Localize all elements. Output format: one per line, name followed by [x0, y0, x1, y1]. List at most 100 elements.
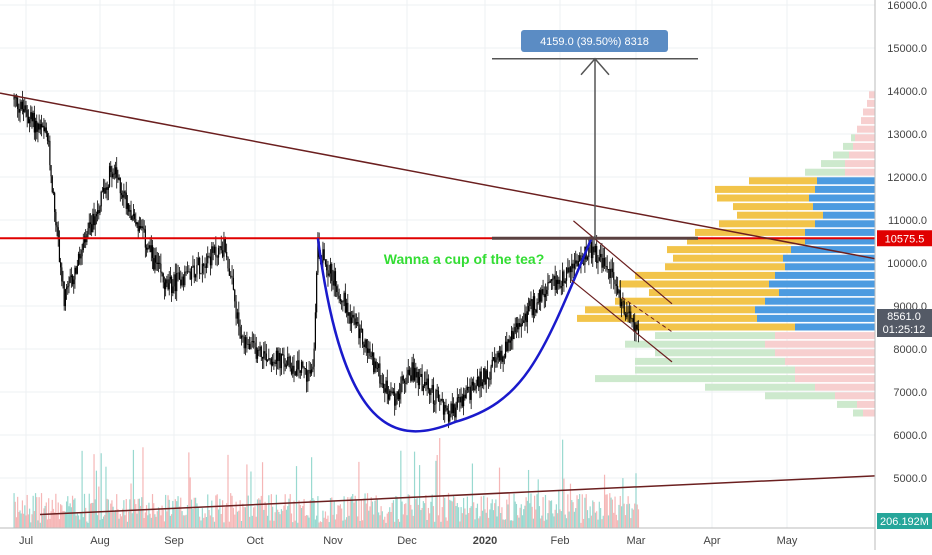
volume-bar	[590, 515, 593, 528]
candle-body	[520, 324, 522, 327]
volume-bar	[480, 496, 482, 528]
candle-body	[407, 369, 409, 375]
candle-body	[554, 276, 556, 290]
volume-bar	[460, 507, 462, 528]
candle-body	[98, 210, 100, 214]
candle-body	[343, 292, 345, 302]
candle-body	[360, 328, 362, 330]
volume-bar	[434, 521, 436, 528]
candle-body	[264, 351, 266, 354]
volume-bar	[496, 516, 498, 528]
candle-body	[619, 290, 621, 307]
cup-annotation-text: Wanna a cup of the tea?	[384, 251, 545, 267]
candle-body	[488, 378, 490, 380]
volume-bar	[371, 501, 374, 528]
candle-body	[151, 245, 154, 259]
countdown-value: 01:25:12	[883, 324, 926, 336]
volume-bar	[618, 504, 620, 528]
volume-bar	[436, 454, 438, 528]
candle-body	[311, 369, 313, 374]
candle-body	[576, 260, 578, 267]
volume-bar	[607, 515, 610, 528]
volume-profile-up-bar	[585, 306, 755, 314]
volume-bar	[258, 498, 260, 528]
candle-body	[544, 294, 547, 298]
candle-body	[138, 226, 140, 232]
volume-bar	[324, 511, 327, 528]
volume-bar	[213, 521, 216, 528]
volume-bar	[553, 516, 555, 528]
candle-body	[390, 390, 392, 392]
volume-bar	[199, 516, 201, 528]
candle-body	[155, 255, 157, 263]
candle-body	[171, 276, 173, 294]
volume-bar	[332, 514, 334, 528]
volume-bar	[596, 511, 598, 528]
candle-body	[421, 373, 423, 391]
candle-body	[334, 271, 337, 287]
volume-bar	[212, 517, 214, 528]
candle-body	[373, 352, 375, 373]
candle-body	[259, 346, 261, 351]
volume-bar	[180, 497, 182, 528]
volume-bar	[192, 508, 194, 528]
volume-profile-down-bar	[849, 151, 875, 159]
volume-bar	[104, 514, 106, 528]
volume-bar	[102, 516, 105, 528]
candle-body	[196, 265, 198, 275]
candle-body	[282, 353, 284, 355]
ascending-trendline	[39, 475, 876, 516]
candle-body	[159, 262, 161, 264]
volume-bar	[432, 506, 435, 528]
candle-body	[563, 271, 565, 283]
volume-bar	[403, 504, 406, 528]
volume-bar	[602, 515, 604, 528]
candle-body	[348, 312, 350, 316]
candle-body	[322, 249, 324, 263]
candle-body	[274, 362, 276, 365]
volume-bar	[447, 492, 450, 528]
price-level-label-bg	[877, 230, 932, 247]
candle-body	[316, 272, 318, 313]
volume-bar	[341, 508, 343, 528]
volume-bar	[321, 522, 323, 528]
volume-bar	[333, 500, 335, 528]
candle-body	[120, 193, 123, 195]
candle-body	[277, 350, 279, 362]
volume-bar	[547, 513, 549, 528]
candle-body	[514, 327, 516, 333]
volume-bar	[185, 514, 187, 528]
candle-body	[300, 361, 303, 373]
volume-bar	[106, 498, 108, 528]
candle-body	[463, 394, 465, 407]
candle-body	[628, 311, 631, 313]
volume-bar	[334, 519, 337, 528]
volume-bar	[130, 483, 132, 528]
candle-body	[79, 253, 81, 259]
volume-profile-down-bar	[791, 246, 875, 254]
candle-body	[285, 365, 288, 367]
volume-profile-down-bar	[765, 340, 875, 348]
candle-body	[162, 273, 164, 283]
volume-bar	[328, 522, 330, 528]
candle-body	[562, 271, 564, 287]
volume-bar	[316, 515, 318, 528]
volume-profile-down-bar	[815, 185, 875, 193]
volume-bar	[410, 504, 412, 528]
volume-bar	[119, 514, 121, 528]
candle-body	[204, 266, 206, 268]
volume-bar	[396, 496, 398, 528]
price-labels: 4159.0 (39.50%) 8318 10575.5 8561.001:25:1…	[521, 30, 932, 529]
x-tick-label: Dec	[397, 535, 417, 547]
candle-body	[80, 256, 82, 259]
volume-bar	[193, 497, 195, 528]
volume-bar	[101, 518, 103, 528]
volume-bar	[299, 505, 301, 528]
volume-bar	[27, 514, 29, 528]
candle-body	[143, 228, 145, 230]
candle-body	[580, 255, 582, 263]
volume-bar	[163, 521, 166, 528]
volume-profile-down-bar	[765, 297, 875, 305]
candle-body	[523, 320, 525, 323]
volume-bar	[635, 473, 637, 528]
